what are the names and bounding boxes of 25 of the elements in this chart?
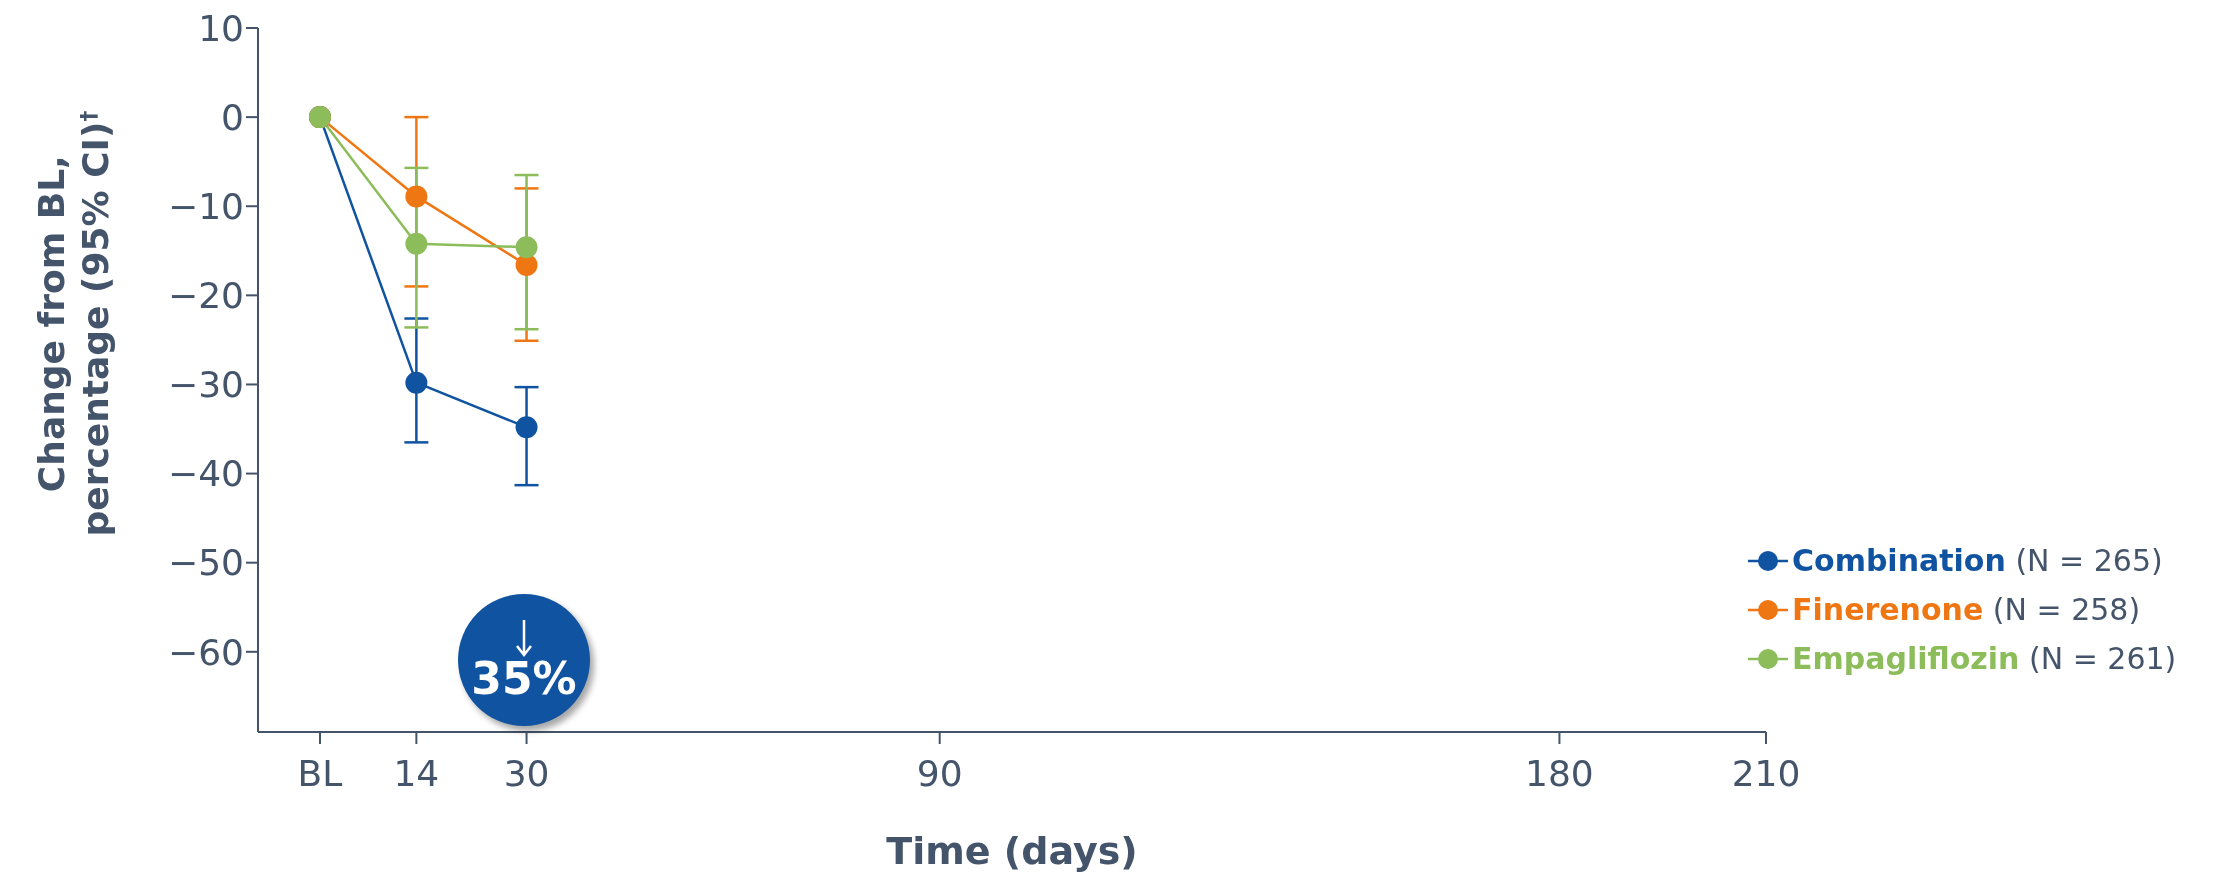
y-tick-label: −30	[168, 364, 244, 406]
point	[515, 236, 538, 259]
y-tick-label: −20	[168, 275, 244, 317]
x-axis-title: Time (days)	[886, 829, 1138, 873]
x-tick-label: BL	[297, 752, 343, 794]
x-tick-label: 180	[1525, 752, 1594, 794]
point	[405, 371, 428, 394]
point	[515, 416, 538, 439]
legend-label: Finerenone (N = 258)	[1792, 592, 2141, 627]
point	[405, 232, 428, 255]
point	[405, 185, 428, 208]
x-tick-label: 90	[916, 752, 963, 794]
y-tick-label: −60	[168, 631, 244, 673]
y-tick-label: −10	[168, 186, 244, 228]
legend-label: Empagliflozin (N = 261)	[1792, 641, 2177, 676]
x-tick-label: 210	[1731, 752, 1801, 794]
y-tick-label: −40	[168, 453, 244, 495]
y-tick-label: 10	[198, 7, 244, 49]
legend-label: Combination (N = 265)	[1792, 543, 2163, 578]
y-tick-label: 0	[221, 96, 244, 138]
x-tick-label: 14	[393, 752, 440, 794]
annotation: 35%	[471, 653, 577, 704]
x-tick-label: 30	[503, 752, 550, 794]
point	[515, 254, 538, 277]
y-tick-label: −50	[168, 542, 244, 584]
